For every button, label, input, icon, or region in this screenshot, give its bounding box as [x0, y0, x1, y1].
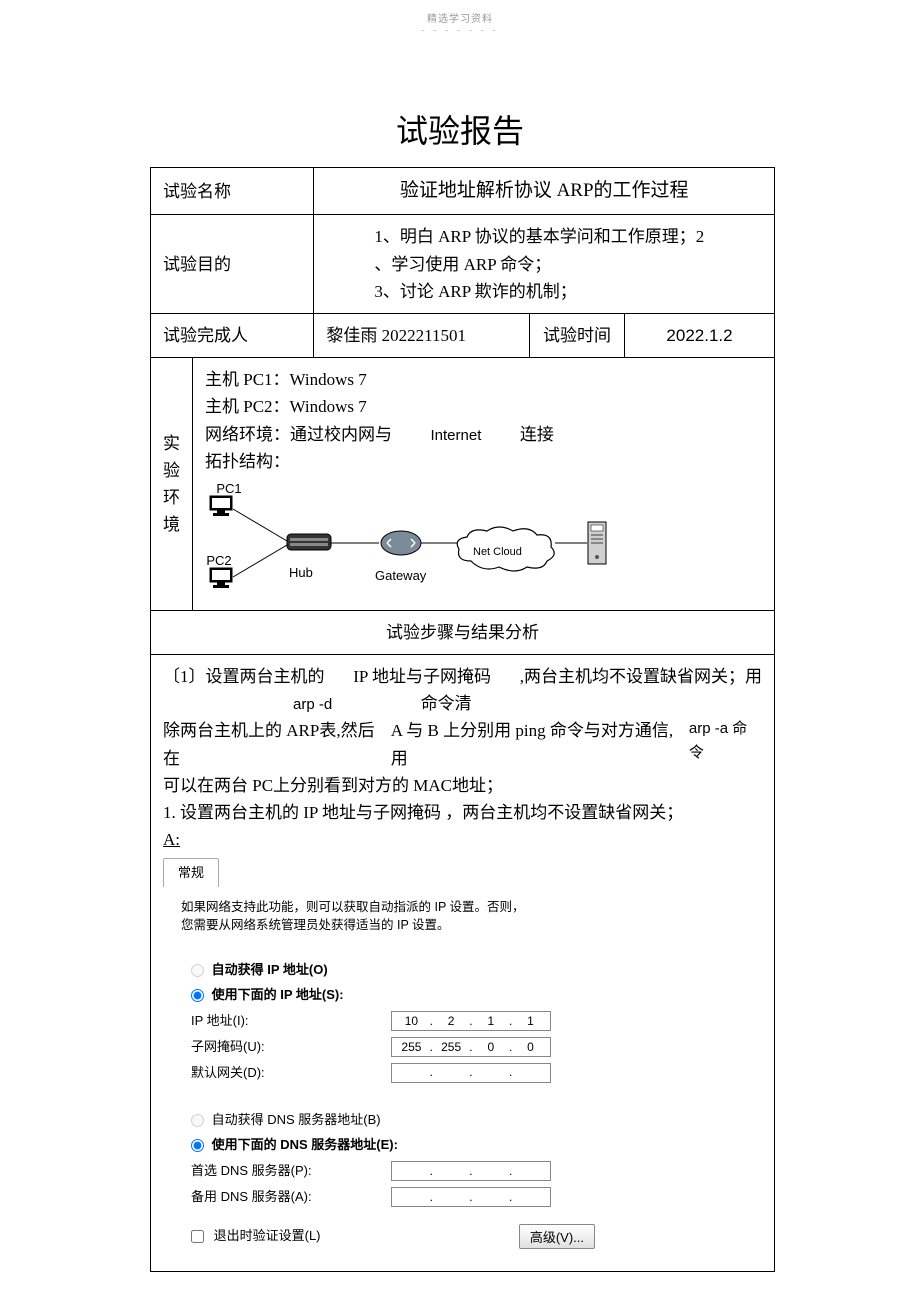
dns2-label: 备用 DNS 服务器(A): [191, 1187, 391, 1208]
host1-line: 主机 PC1：Windows 7 [205, 366, 762, 393]
mask-label: 子网掩码(U): [191, 1037, 391, 1058]
gw-label: 默认网关(D): [191, 1063, 391, 1084]
purpose-line-3: 3、讨论 ARP 欺诈的机制； [374, 282, 576, 301]
topology-diagram: PC1 PC2 Hub Gateway Net [201, 481, 621, 596]
s3c: arp -a 命令 [689, 717, 762, 771]
steps-content: 〔1〕设置两台主机的 IP 地址与子网掩码 ,两台主机均不设置缺省网关；用 ar… [151, 655, 775, 1271]
report-title: 试验报告 [0, 66, 920, 167]
person-value: 黎佳雨 2022211501 [314, 313, 530, 357]
s3b: A 与 B 上分别用 ping 命令与对方通信,用 [391, 717, 689, 771]
report-table: 试验名称 验证地址解析协议 ARP的工作过程 试验目的 1、明白 ARP 协议的… [150, 167, 775, 1272]
ip-input[interactable]: 10. 2. 1. 1 [391, 1011, 551, 1031]
auto-dns-radio[interactable]: 自动获得 DNS 服务器地址(B) [191, 1110, 595, 1131]
dns1-input[interactable]: . . . [391, 1161, 551, 1181]
time-value: 2022.1.2 [625, 313, 775, 357]
manual-ip-radio[interactable]: 使用下面的 IP 地址(S): [191, 985, 595, 1006]
dns1-label: 首选 DNS 服务器(P): [191, 1161, 391, 1182]
host2-line: 主机 PC2：Windows 7 [205, 393, 762, 420]
s1c: ,两台主机均不设置缺省网关；用 [520, 663, 762, 690]
s4: 可以在两台 PC上分别看到对方的 MAC地址； [163, 772, 762, 799]
validate-checkbox[interactable]: 退出时验证设置(L) [191, 1226, 321, 1247]
env-label: 实 验 环 境 [151, 358, 193, 611]
s1b: IP 地址与子网掩码 [353, 663, 491, 690]
page-dots: - - - - - - - [0, 25, 920, 66]
s1a: 〔1〕设置两台主机的 [163, 663, 325, 690]
steps-header: 试验步骤与结果分析 [151, 610, 775, 654]
gw-input[interactable]: . . . [391, 1063, 551, 1083]
dialog-info: 如果网络支持此功能，则可以获取自动指派的 IP 设置。否则， 您需要从网络系统管… [181, 899, 595, 934]
general-tab[interactable]: 常规 [163, 858, 219, 887]
net-line: 网络环境：通过校内网与 Internet 连接 [205, 421, 762, 448]
document-watermark: 精选学习资料 [0, 0, 920, 25]
dns2-input[interactable]: . . . [391, 1187, 551, 1207]
time-label: 试验时间 [530, 313, 625, 357]
name-value: 验证地址解析协议 ARP的工作过程 [314, 168, 775, 215]
mask-input[interactable]: 255. 255. 0. 0 [391, 1037, 551, 1057]
ip-label: IP 地址(I): [191, 1011, 391, 1032]
s3a: 除两台主机上的 ARP表,然后在 [163, 717, 391, 771]
purpose-line-1: 1、明白 ARP 协议的基本学问和工作原理；2 [374, 227, 704, 246]
auto-ip-radio[interactable]: 自动获得 IP 地址(O) [191, 960, 595, 981]
name-label: 试验名称 [151, 168, 314, 215]
purpose-value: 1、明白 ARP 协议的基本学问和工作原理；2 、学习使用 ARP 命令； 3、… [314, 215, 775, 314]
s2b: 命令清 [421, 694, 472, 713]
purpose-line-2: 、学习使用 ARP 命令； [374, 255, 551, 274]
env-content: 主机 PC1：Windows 7 主机 PC2：Windows 7 网络环境：通… [193, 358, 775, 611]
manual-dns-radio[interactable]: 使用下面的 DNS 服务器地址(E): [191, 1135, 595, 1156]
s5: 1. 设置两台主机的 IP 地址与子网掩码 ，两台主机均不设置缺省网关； [163, 799, 762, 826]
person-label: 试验完成人 [151, 313, 314, 357]
ip-settings-dialog: 常规 如果网络支持此功能，则可以获取自动指派的 IP 设置。否则， 您需要从网络… [163, 857, 613, 1262]
s6: A: [163, 826, 762, 853]
topo-label: 拓扑结构： [205, 448, 762, 475]
advanced-button[interactable]: 高级(V)... [519, 1224, 595, 1249]
purpose-label: 试验目的 [151, 215, 314, 314]
s2a: arp -d [293, 696, 332, 713]
